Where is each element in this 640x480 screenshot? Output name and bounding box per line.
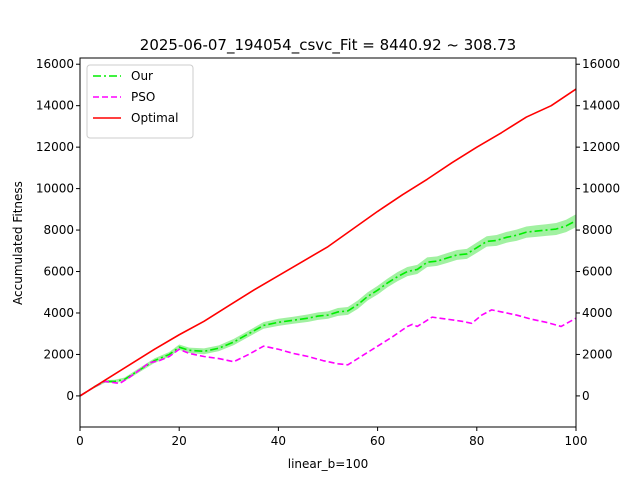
legend-box bbox=[86, 64, 194, 139]
y-tick-label-right-12000: 12000 bbox=[582, 140, 620, 154]
y-axis-right: 0 2000 4000 6000 8000 10000 12000 14000 16000 bbox=[576, 57, 620, 403]
y-tick-label-right-0: 0 bbox=[582, 389, 590, 403]
band-layer bbox=[80, 214, 576, 396]
y-tick-label-left-0: 0 bbox=[66, 389, 74, 403]
y-tick-label-right-4000: 4000 bbox=[582, 306, 613, 320]
y-tick-label-left-6000: 6000 bbox=[43, 265, 74, 279]
y-tick-label-right-16000: 16000 bbox=[582, 57, 620, 71]
y-tick-label-right-6000: 6000 bbox=[582, 265, 613, 279]
y-tick-label-right-8000: 8000 bbox=[582, 223, 613, 237]
plot-frame bbox=[79, 57, 577, 428]
series-line-1 bbox=[79, 309, 577, 397]
x-tick-label-100: 100 bbox=[565, 434, 588, 448]
y-tick-label-right-2000: 2000 bbox=[582, 347, 613, 361]
x-tick-label-0: 0 bbox=[76, 434, 84, 448]
y-tick-label-left-4000: 4000 bbox=[43, 306, 74, 320]
x-tick-label-20: 20 bbox=[172, 434, 187, 448]
y-tick-label-left-10000: 10000 bbox=[36, 182, 74, 196]
legend-label-2: Optimal bbox=[131, 111, 178, 125]
legend-label-1: PSO bbox=[131, 90, 155, 104]
y-tick-label-right-14000: 14000 bbox=[582, 99, 620, 113]
x-axis: 0 20 40 60 80 100 bbox=[76, 427, 587, 448]
y-tick-label-left-16000: 16000 bbox=[36, 57, 74, 71]
y-tick-label-left-2000: 2000 bbox=[43, 347, 74, 361]
y-tick-label-left-12000: 12000 bbox=[36, 140, 74, 154]
y-tick-label-right-10000: 10000 bbox=[582, 182, 620, 196]
legend-label-0: Our bbox=[131, 69, 153, 83]
legend: Our PSO Optimal bbox=[86, 64, 194, 139]
x-tick-label-40: 40 bbox=[271, 434, 286, 448]
x-tick-label-60: 60 bbox=[370, 434, 385, 448]
x-tick-label-80: 80 bbox=[469, 434, 484, 448]
x-axis-label: linear_b=100 bbox=[288, 457, 369, 471]
y-tick-label-left-14000: 14000 bbox=[36, 99, 74, 113]
series-line-0 bbox=[79, 220, 577, 397]
series-band-0 bbox=[80, 214, 576, 396]
y-axis-label: Accumulated Fitness bbox=[11, 181, 25, 305]
series-layer bbox=[79, 88, 577, 397]
chart-title: 2025-06-07_194054_csvc_Fit = 8440.92 ~ 3… bbox=[140, 36, 516, 55]
y-axis-left: 0 2000 4000 6000 8000 10000 12000 14000 16000 bbox=[36, 57, 80, 403]
y-tick-label-left-8000: 8000 bbox=[43, 223, 74, 237]
series-line-2 bbox=[79, 88, 577, 397]
